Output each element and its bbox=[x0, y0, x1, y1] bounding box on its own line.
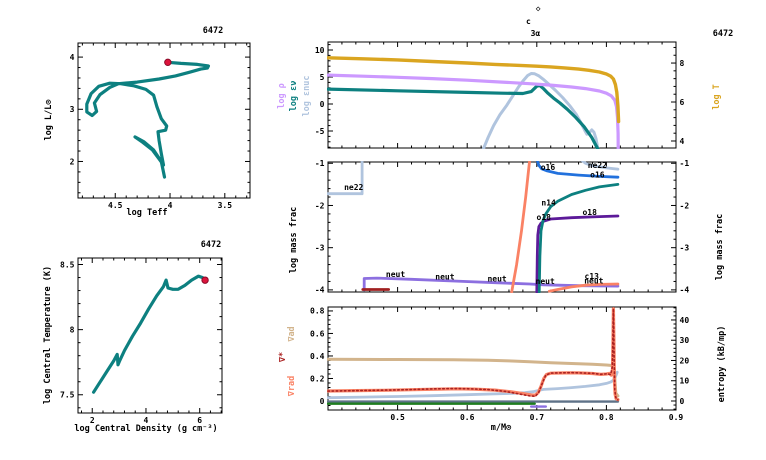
cc-y-axis-label: log Central Temperature (K) bbox=[42, 265, 53, 405]
mass-frac-right-axis-label: log mass frac bbox=[714, 213, 725, 281]
profile-gradient-panel: 0.5 0.6 0.7 0.8 0.9 0 0.2 0.4 0.6 0.8 0 10 20 30 40 bbox=[310, 306, 690, 422]
svg-text:5: 5 bbox=[320, 73, 325, 82]
svg-text:neut: neut bbox=[536, 277, 555, 286]
hr-y-axis-label: log L/L⊙ bbox=[43, 99, 54, 141]
grad-rad-axis-label: ∇rad bbox=[286, 375, 297, 397]
svg-text:6: 6 bbox=[197, 416, 202, 425]
svg-text:0.8: 0.8 bbox=[599, 413, 614, 422]
svg-text:8: 8 bbox=[70, 325, 75, 334]
profile-structure-panel: -5 0 5 10 4 6 8 ◇ c3α bbox=[315, 4, 685, 149]
grad-star-axis-label: ∇* bbox=[277, 351, 288, 363]
svg-text:neut: neut bbox=[435, 272, 454, 281]
svg-text:-2: -2 bbox=[680, 201, 690, 210]
svg-text:3α: 3α bbox=[531, 29, 541, 38]
svg-text:4.5: 4.5 bbox=[108, 201, 123, 210]
cc-model-number: 6472 bbox=[200, 239, 222, 250]
svg-text:0: 0 bbox=[320, 100, 325, 109]
svg-text:30: 30 bbox=[680, 336, 690, 345]
svg-text:4: 4 bbox=[168, 201, 173, 210]
svg-text:-1: -1 bbox=[315, 159, 325, 168]
mass-frac-left-axis-label: log mass frac bbox=[288, 206, 299, 274]
svg-text:o18: o18 bbox=[582, 208, 597, 217]
svg-text:8.5: 8.5 bbox=[60, 260, 75, 269]
svg-text:2: 2 bbox=[70, 157, 75, 166]
svg-text:8: 8 bbox=[680, 59, 685, 68]
svg-text:c: c bbox=[526, 17, 531, 26]
hr-x-axis-label: log Teff bbox=[126, 207, 168, 218]
svg-text:-1: -1 bbox=[680, 159, 690, 168]
svg-text:-2: -2 bbox=[315, 201, 325, 210]
svg-text:c13: c13 bbox=[585, 272, 600, 281]
hr-model-number: 6472 bbox=[202, 25, 224, 36]
svg-text:neut: neut bbox=[487, 274, 506, 283]
svg-text:0.7: 0.7 bbox=[530, 413, 545, 422]
svg-text:10: 10 bbox=[680, 377, 690, 386]
svg-text:0.8: 0.8 bbox=[310, 307, 325, 316]
svg-text:3.5: 3.5 bbox=[218, 201, 233, 210]
svg-text:4: 4 bbox=[144, 416, 149, 425]
svg-text:-3: -3 bbox=[315, 243, 325, 252]
svg-text:0: 0 bbox=[320, 397, 325, 406]
svg-text:10: 10 bbox=[315, 46, 325, 55]
svg-text:0: 0 bbox=[680, 397, 685, 406]
svg-text:0.9: 0.9 bbox=[669, 413, 684, 422]
svg-text:-4: -4 bbox=[680, 286, 690, 295]
log-eps-nuc-axis-label: log εnuc bbox=[301, 75, 312, 117]
svg-text:ne22: ne22 bbox=[588, 161, 607, 170]
svg-text:0.2: 0.2 bbox=[310, 374, 325, 383]
entropy-axis-label: entropy (kB/mp) bbox=[716, 325, 727, 403]
svg-text:neut: neut bbox=[386, 270, 405, 279]
svg-text:n14: n14 bbox=[541, 199, 556, 208]
svg-text:0.6: 0.6 bbox=[460, 413, 475, 422]
svg-text:40: 40 bbox=[680, 316, 690, 325]
svg-text:7.5: 7.5 bbox=[60, 391, 75, 400]
svg-text:◇: ◇ bbox=[536, 4, 541, 13]
svg-text:-3: -3 bbox=[680, 243, 690, 252]
svg-text:-4: -4 bbox=[315, 286, 325, 295]
svg-text:0.4: 0.4 bbox=[310, 352, 325, 361]
log-T-axis-label: log T bbox=[711, 84, 722, 110]
central-conditions-panel: 2 4 6 7.5 8 8.5 bbox=[60, 257, 223, 425]
svg-text:6: 6 bbox=[680, 98, 685, 107]
svg-text:0.6: 0.6 bbox=[310, 329, 325, 338]
hr-diagram-panel: 4.5 4 3.5 2 3 4 bbox=[70, 42, 251, 210]
svg-text:4: 4 bbox=[70, 53, 75, 62]
svg-text:3: 3 bbox=[70, 105, 75, 114]
log-rho-axis-label: log ρ bbox=[276, 83, 287, 109]
svg-text:4: 4 bbox=[680, 137, 685, 146]
mass-coordinate-axis-label: m/M⊙ bbox=[490, 422, 512, 433]
svg-text:o18: o18 bbox=[537, 213, 552, 222]
svg-text:o16: o16 bbox=[541, 163, 556, 172]
log-eps-nu-axis-label: log εν bbox=[288, 80, 299, 112]
svg-text:neut: neut bbox=[584, 277, 603, 286]
svg-text:20: 20 bbox=[680, 356, 690, 365]
profile-model-number: 6472 bbox=[712, 28, 734, 39]
svg-text:-5: -5 bbox=[315, 127, 325, 136]
cc-x-axis-label: log Central Density (g cm⁻³) bbox=[74, 423, 218, 434]
svg-text:o16: o16 bbox=[590, 171, 605, 180]
grad-ad-axis-label: ∇ad bbox=[286, 326, 297, 342]
svg-text:ne22: ne22 bbox=[344, 183, 363, 192]
svg-text:2: 2 bbox=[90, 416, 95, 425]
svg-text:0.5: 0.5 bbox=[390, 413, 405, 422]
